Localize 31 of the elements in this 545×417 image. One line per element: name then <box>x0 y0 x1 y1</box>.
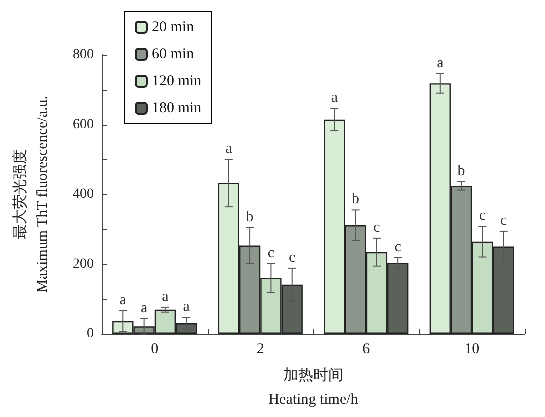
data-label: c <box>479 208 486 224</box>
x-tick-label: 10 <box>464 342 480 358</box>
x-axis-title: 加热时间 Heating time/h <box>268 367 359 408</box>
x-tick-label: 2 <box>256 342 264 358</box>
data-label: c <box>289 250 296 266</box>
legend-label: 20 min <box>152 20 195 36</box>
x-tick-label: 6 <box>362 342 371 358</box>
x-tick-label: 0 <box>151 342 159 358</box>
data-label: a <box>120 292 127 308</box>
legend-label: 180 min <box>152 100 202 116</box>
data-label: a <box>226 141 233 158</box>
data-label: a <box>437 55 444 72</box>
y-tick-label: 200 <box>73 256 94 272</box>
data-label: a <box>162 288 170 305</box>
y-tick-label: 400 <box>73 187 94 202</box>
data-label: c <box>268 245 275 262</box>
y-tick-label: 600 <box>73 117 94 132</box>
data-label: a <box>331 90 338 106</box>
data-label: c <box>500 212 508 229</box>
data-label: a <box>183 299 190 316</box>
y-tick-label: 0 <box>87 326 94 342</box>
data-label: a <box>140 300 148 317</box>
data-label: c <box>374 220 381 236</box>
data-label: b <box>246 209 254 226</box>
data-label: b <box>458 163 466 180</box>
data-label: c <box>394 239 402 256</box>
y-axis-title: 最大荧光强度 Maximum ThT fluorescence/a.u. <box>12 96 51 293</box>
legend-label: 120 min <box>152 74 202 90</box>
legend-label: 60 min <box>152 46 195 62</box>
y-tick-label: 800 <box>73 48 94 62</box>
data-label: b <box>352 192 360 208</box>
